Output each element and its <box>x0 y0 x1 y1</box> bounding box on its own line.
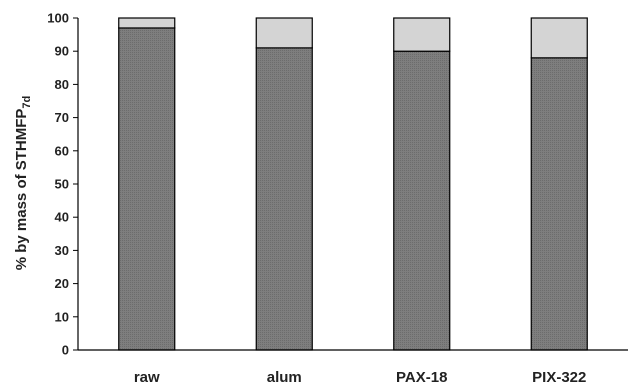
y-tick-label: 90 <box>55 44 69 59</box>
bar-segment-lower-2 <box>393 50 451 351</box>
bar-segment-upper-2 <box>393 17 451 52</box>
y-tick-label: 80 <box>55 77 69 92</box>
y-tick-label: 100 <box>47 11 69 26</box>
y-tick-label: 0 <box>62 343 69 358</box>
y-axis-title-subscript: 7d <box>21 96 33 109</box>
bars <box>118 17 588 351</box>
bar-segment-upper-0 <box>118 17 176 29</box>
y-axis-ticks: 0 10 20 30 40 50 60 70 80 90 100 <box>47 11 78 358</box>
y-tick-label: 70 <box>55 110 69 125</box>
y-tick-label: 50 <box>55 177 69 192</box>
y-tick-label: 40 <box>55 210 69 225</box>
y-tick-label: 20 <box>55 276 69 291</box>
bar-segment-lower-1 <box>255 47 313 351</box>
bar-segment-lower-3 <box>530 57 588 351</box>
x-category-label: PAX-18 <box>396 369 447 386</box>
bar-segment-upper-1 <box>255 17 313 49</box>
y-tick-label: 30 <box>55 243 69 258</box>
y-tick-label: 10 <box>55 309 69 324</box>
x-category-label: PIX-322 <box>532 369 586 386</box>
bar-segment-lower-0 <box>118 27 176 351</box>
y-axis-title-main: % by mass of STHMFP <box>13 109 30 271</box>
x-category-label: raw <box>134 369 160 386</box>
y-tick-label: 60 <box>55 143 69 158</box>
bar-segment-upper-3 <box>530 17 588 59</box>
y-axis-title: % by mass of STHMFP7d <box>13 96 33 271</box>
x-category-label: alum <box>267 369 302 386</box>
x-axis-labels: raw alum PAX-18 PIX-322 <box>134 369 587 386</box>
